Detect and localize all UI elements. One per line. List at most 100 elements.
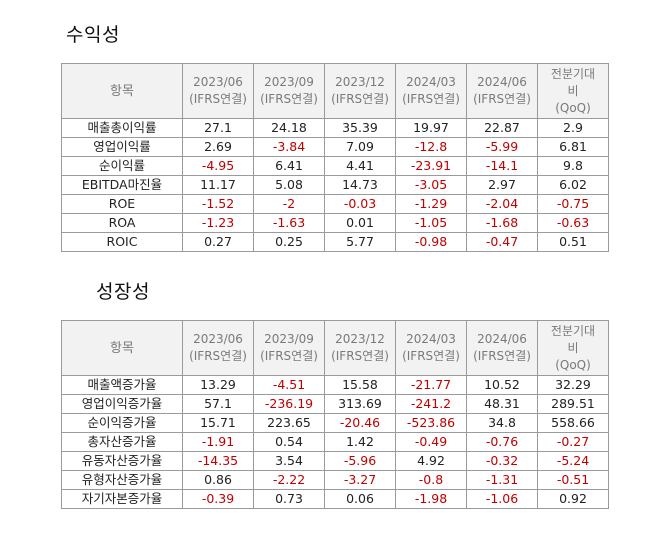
value-cell: -1.98 bbox=[395, 489, 467, 509]
value-cell: 6.81 bbox=[537, 137, 609, 157]
value-cell: -0.98 bbox=[395, 232, 467, 252]
header-period: 2023/06 (IFRS연결) bbox=[182, 320, 254, 376]
value-cell: -5.99 bbox=[466, 137, 538, 157]
value-cell: -23.91 bbox=[395, 156, 467, 176]
header-period: 2024/06 (IFRS연결) bbox=[466, 320, 538, 376]
period-label: 2024/06 bbox=[477, 332, 527, 346]
value-cell: -0.51 bbox=[537, 470, 609, 490]
row-label: 순이익률 bbox=[61, 156, 183, 176]
row-label: 자기자본증가율 bbox=[61, 489, 183, 509]
value-cell: 0.92 bbox=[537, 489, 609, 509]
basis-label: (IFRS연결) bbox=[189, 92, 247, 106]
basis-label: (IFRS연결) bbox=[473, 349, 531, 363]
row-label: 매출총이익률 bbox=[61, 118, 183, 138]
value-cell: 5.08 bbox=[253, 175, 325, 195]
header-period: 2024/03 (IFRS연결) bbox=[395, 320, 467, 376]
value-cell: 14.73 bbox=[324, 175, 396, 195]
value-cell: 2.97 bbox=[466, 175, 538, 195]
table-row: 매출액증가율 13.29 -4.51 15.58 -21.77 10.52 32.29 bbox=[61, 375, 609, 395]
table-row: EBITDA마진율 11.17 5.08 14.73 -3.05 2.97 6.02 bbox=[61, 175, 609, 195]
value-cell: -1.06 bbox=[466, 489, 538, 509]
value-cell: -5.96 bbox=[324, 451, 396, 471]
value-cell: 48.31 bbox=[466, 394, 538, 414]
basis-label: (IFRS연결) bbox=[331, 349, 389, 363]
table-row: 매출총이익률 27.1 24.18 35.39 19.97 22.87 2.9 bbox=[61, 118, 609, 138]
value-cell: -0.8 bbox=[395, 470, 467, 490]
basis-label: (IFRS연결) bbox=[260, 92, 318, 106]
value-cell: 558.66 bbox=[537, 413, 609, 433]
table-row: 총자산증가율 -1.91 0.54 1.42 -0.49 -0.76 -0.27 bbox=[61, 432, 609, 452]
value-cell: -14.35 bbox=[182, 451, 254, 471]
value-cell: -1.91 bbox=[182, 432, 254, 452]
value-cell: -1.23 bbox=[182, 213, 254, 233]
table-row: 영업이익률 2.69 -3.84 7.09 -12.8 -5.99 6.81 bbox=[61, 137, 609, 157]
value-cell: -20.46 bbox=[324, 413, 396, 433]
period-label: 2023/12 bbox=[335, 75, 385, 89]
basis-label: (IFRS연결) bbox=[402, 349, 460, 363]
value-cell: -1.05 bbox=[395, 213, 467, 233]
value-cell: -12.8 bbox=[395, 137, 467, 157]
value-cell: 223.65 bbox=[253, 413, 325, 433]
value-cell: 11.17 bbox=[182, 175, 254, 195]
value-cell: 289.51 bbox=[537, 394, 609, 414]
value-cell: 4.92 bbox=[395, 451, 467, 471]
value-cell: 19.97 bbox=[395, 118, 467, 138]
header-row: 항목 2023/06 (IFRS연결) 2023/09 (IFRS연결) 2023/12 (… bbox=[61, 320, 609, 376]
value-cell: 34.8 bbox=[466, 413, 538, 433]
value-cell: 313.69 bbox=[324, 394, 396, 414]
table-row: 자기자본증가율 -0.39 0.73 0.06 -1.98 -1.06 0.92 bbox=[61, 489, 609, 509]
table-row: ROA -1.23 -1.63 0.01 -1.05 -1.68 -0.63 bbox=[61, 213, 609, 233]
value-cell: -1.63 bbox=[253, 213, 325, 233]
row-label: 영업이익증가율 bbox=[61, 394, 183, 414]
value-cell: 4.41 bbox=[324, 156, 396, 176]
basis-label: (IFRS연결) bbox=[402, 92, 460, 106]
section-title-growth: 성장성 bbox=[96, 281, 150, 303]
value-cell: 6.41 bbox=[253, 156, 325, 176]
header-period: 2023/12 (IFRS연결) bbox=[324, 63, 396, 119]
header-period: 2023/06 (IFRS연결) bbox=[182, 63, 254, 119]
value-cell: 7.09 bbox=[324, 137, 396, 157]
value-cell: 13.29 bbox=[182, 375, 254, 395]
value-cell: -4.95 bbox=[182, 156, 254, 176]
header-period: 2023/09 (IFRS연결) bbox=[253, 63, 325, 119]
value-cell: 2.69 bbox=[182, 137, 254, 157]
value-cell: 24.18 bbox=[253, 118, 325, 138]
value-cell: -236.19 bbox=[253, 394, 325, 414]
header-period: 2023/09 (IFRS연결) bbox=[253, 320, 325, 376]
period-label: 2023/06 bbox=[193, 75, 243, 89]
header-row: 항목 2023/06 (IFRS연결) 2023/09 (IFRS연결) 2023/12 (… bbox=[61, 63, 609, 119]
value-cell: -523.86 bbox=[395, 413, 467, 433]
value-cell: 0.25 bbox=[253, 232, 325, 252]
period-label: 2023/12 bbox=[335, 332, 385, 346]
value-cell: -0.63 bbox=[537, 213, 609, 233]
row-label: EBITDA마진율 bbox=[61, 175, 183, 195]
qoq-label: (QoQ) bbox=[555, 357, 591, 372]
value-cell: -1.29 bbox=[395, 194, 467, 214]
value-cell: 0.73 bbox=[253, 489, 325, 509]
table-row: 순이익증가율 15.71 223.65 -20.46 -523.86 34.8 558.66 bbox=[61, 413, 609, 433]
qoq-label: 비 bbox=[567, 83, 579, 98]
row-label: ROE bbox=[61, 194, 183, 214]
table-row: 유동자산증가율 -14.35 3.54 -5.96 4.92 -0.32 -5.24 bbox=[61, 451, 609, 471]
row-label: 유형자산증가율 bbox=[61, 470, 183, 490]
qoq-label: (QoQ) bbox=[555, 100, 591, 115]
row-label: ROIC bbox=[61, 232, 183, 252]
value-cell: -1.68 bbox=[466, 213, 538, 233]
value-cell: -3.05 bbox=[395, 175, 467, 195]
header-period: 2023/12 (IFRS연결) bbox=[324, 320, 396, 376]
value-cell: -3.27 bbox=[324, 470, 396, 490]
section-title-profitability: 수익성 bbox=[66, 24, 120, 46]
header-period: 2024/06 (IFRS연결) bbox=[466, 63, 538, 119]
value-cell: -0.27 bbox=[537, 432, 609, 452]
value-cell: 15.71 bbox=[182, 413, 254, 433]
value-cell: 35.39 bbox=[324, 118, 396, 138]
qoq-label: 전분기대 bbox=[550, 323, 596, 338]
value-cell: -5.24 bbox=[537, 451, 609, 471]
table-row: 순이익률 -4.95 6.41 4.41 -23.91 -14.1 9.8 bbox=[61, 156, 609, 176]
row-label: 총자산증가율 bbox=[61, 432, 183, 452]
value-cell: 1.42 bbox=[324, 432, 396, 452]
table-row: ROE -1.52 -2 -0.03 -1.29 -2.04 -0.75 bbox=[61, 194, 609, 214]
value-cell: -14.1 bbox=[466, 156, 538, 176]
value-cell: -0.32 bbox=[466, 451, 538, 471]
value-cell: -0.03 bbox=[324, 194, 396, 214]
